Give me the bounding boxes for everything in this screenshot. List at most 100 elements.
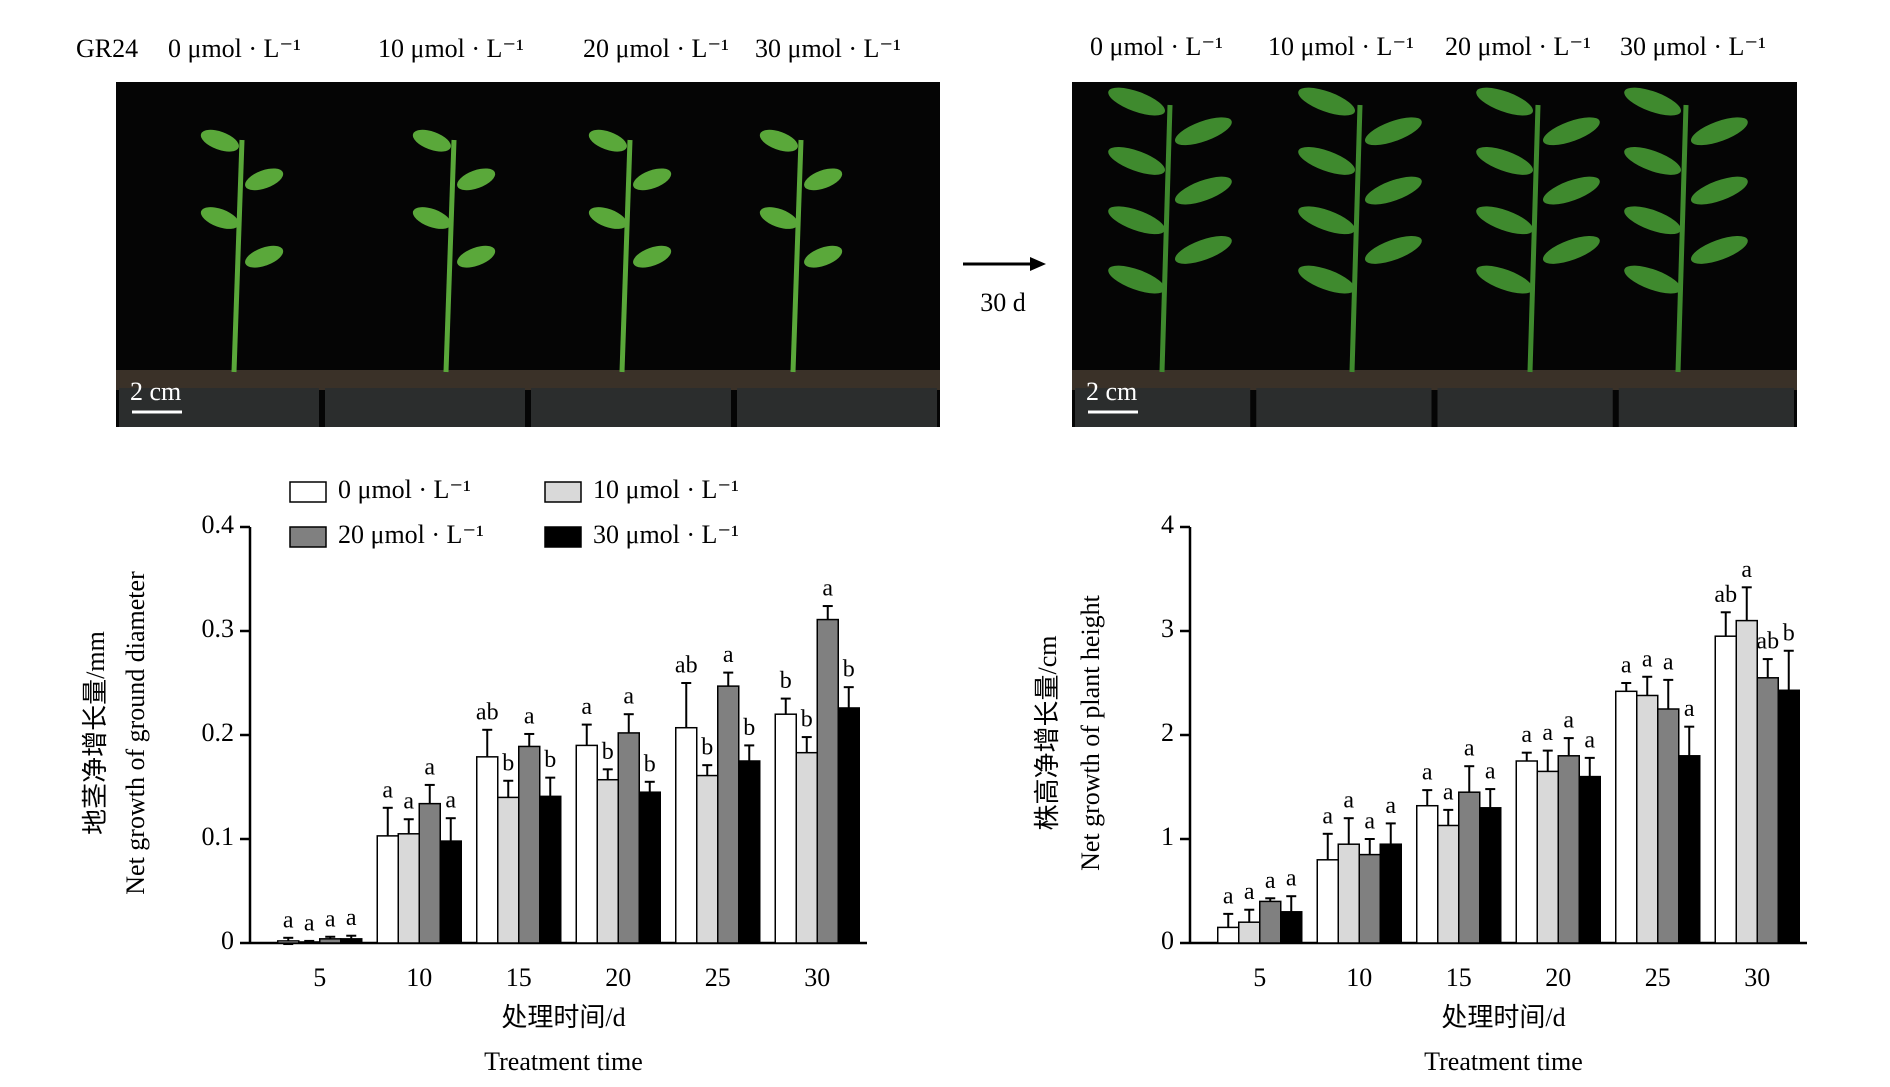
leaf xyxy=(1364,176,1422,205)
bar xyxy=(638,791,661,944)
leaf xyxy=(1108,87,1166,116)
bar xyxy=(439,840,462,944)
bar xyxy=(1316,859,1339,944)
x-tick-label: 15 xyxy=(506,963,532,992)
leaf xyxy=(1690,235,1748,264)
x-tick-label: 25 xyxy=(1645,963,1671,992)
legend-swatch xyxy=(544,481,582,503)
significance-letter: b xyxy=(780,668,792,694)
leaf xyxy=(633,168,672,191)
soil xyxy=(116,370,940,390)
stem xyxy=(443,139,457,373)
significance-letter: a xyxy=(524,703,535,729)
bar xyxy=(1379,843,1402,944)
pot xyxy=(1437,388,1613,427)
legend-label: 0 μmol · L⁻¹ xyxy=(338,475,471,504)
significance-letter: b xyxy=(701,735,713,761)
significance-letter: ab xyxy=(1756,629,1779,655)
pot xyxy=(325,388,525,427)
significance-letter: a xyxy=(723,642,734,668)
significance-letter: b xyxy=(544,747,556,773)
significance-letter: a xyxy=(1286,866,1297,892)
significance-letter: a xyxy=(1464,736,1475,762)
bar xyxy=(795,751,818,944)
leaf xyxy=(1298,265,1356,294)
bar xyxy=(1217,926,1240,944)
leaf xyxy=(1298,146,1356,175)
leaf xyxy=(1542,176,1600,205)
photo-label: 30 μmol · L⁻¹ xyxy=(755,34,901,63)
leaf xyxy=(245,245,284,268)
significance-letter: a xyxy=(403,789,414,815)
significance-letter: a xyxy=(1422,760,1433,786)
leaf xyxy=(1690,176,1748,205)
leaf xyxy=(1624,87,1682,116)
soil xyxy=(1072,370,1797,390)
leaf xyxy=(412,207,451,229)
scale-label: 2 cm xyxy=(130,377,181,406)
significance-letter: a xyxy=(283,907,294,933)
significance-letter: a xyxy=(1642,646,1653,672)
leaf xyxy=(1476,265,1534,294)
leaf xyxy=(759,207,798,229)
significance-letter: a xyxy=(1584,727,1595,753)
bar xyxy=(319,938,342,944)
leaf xyxy=(200,129,239,152)
bar xyxy=(617,732,640,944)
pot xyxy=(119,388,319,427)
treatment-label: GR24 xyxy=(76,34,138,63)
scale-label: 2 cm xyxy=(1086,377,1137,406)
leaf xyxy=(412,129,451,152)
bar xyxy=(1416,804,1439,944)
bar xyxy=(1578,775,1601,944)
x-axis-label: Treatment time xyxy=(484,1047,643,1076)
bar xyxy=(596,778,619,944)
plants xyxy=(116,87,1797,427)
pot xyxy=(531,388,731,427)
leaf xyxy=(1624,146,1682,175)
significance-letter: a xyxy=(1364,809,1375,835)
leaf xyxy=(1542,235,1600,264)
photo-label: 0 μmol · L⁻¹ xyxy=(168,34,301,63)
stem xyxy=(231,139,245,373)
x-tick-label: 5 xyxy=(313,963,326,992)
significance-letter: a xyxy=(424,754,435,780)
significance-letter: a xyxy=(445,788,456,814)
significance-letter: a xyxy=(1663,649,1674,675)
x-tick-label: 25 xyxy=(705,963,731,992)
significance-letter: a xyxy=(1244,879,1255,905)
photo-label: 20 μmol · L⁻¹ xyxy=(1445,32,1591,61)
x-tick-label: 10 xyxy=(1346,963,1372,992)
bar xyxy=(696,774,719,944)
significance-letter: a xyxy=(1385,793,1396,819)
significance-letter: a xyxy=(1485,759,1496,785)
legend-swatch xyxy=(289,481,327,503)
leaf xyxy=(588,207,627,229)
bar xyxy=(1536,770,1559,944)
bar xyxy=(1458,791,1481,944)
photo-label: 10 μmol · L⁻¹ xyxy=(1268,32,1414,61)
leaf xyxy=(804,245,843,268)
significance-letter: b xyxy=(801,707,813,733)
y-tick-label: 2 xyxy=(1161,718,1174,747)
bar xyxy=(738,760,761,944)
y-tick-label: 0.1 xyxy=(202,822,235,851)
arrow-label: 30 d xyxy=(980,288,1026,317)
significance-letter: a xyxy=(1741,557,1752,583)
significance-letter: ab xyxy=(675,653,698,679)
y-tick-label: 0.2 xyxy=(202,718,235,747)
bar xyxy=(497,796,520,944)
arrow-head xyxy=(1030,257,1046,271)
significance-letter: a xyxy=(1621,653,1632,679)
leaf xyxy=(1476,206,1534,235)
bar xyxy=(816,618,839,944)
significance-letter: b xyxy=(502,750,514,776)
y-tick-label: 0 xyxy=(1161,926,1174,955)
significance-letter: a xyxy=(1542,720,1553,746)
y-tick-label: 0.3 xyxy=(202,614,235,643)
significance-letter: a xyxy=(304,910,315,936)
significance-letter: a xyxy=(1443,779,1454,805)
significance-letter: a xyxy=(1265,868,1276,894)
stem xyxy=(790,139,804,373)
bar xyxy=(1678,755,1701,944)
